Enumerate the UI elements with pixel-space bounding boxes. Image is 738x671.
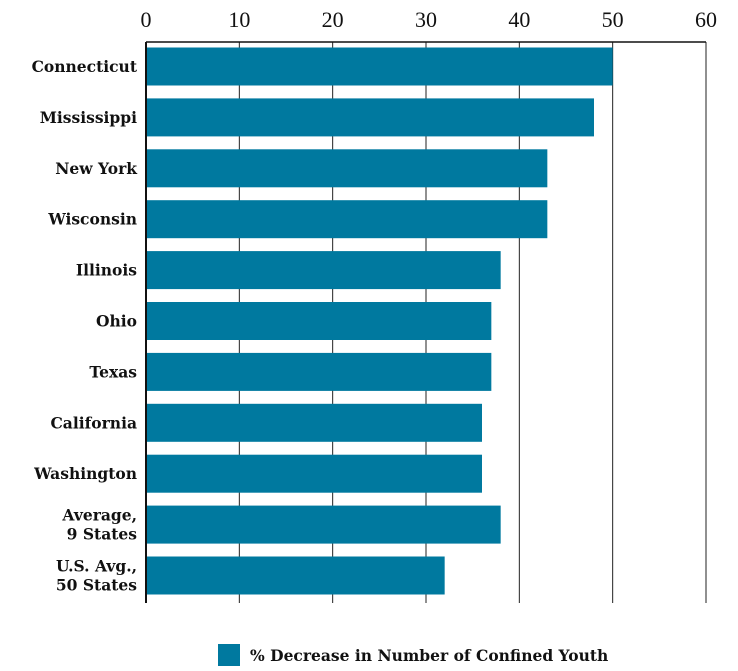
category-label-6: Texas [89, 362, 137, 381]
category-label-2: New York [55, 159, 137, 178]
bar-10 [147, 556, 445, 595]
category-label-4: Illinois [76, 261, 137, 280]
category-label-3: Wisconsin [47, 210, 137, 229]
bar-2 [147, 149, 548, 188]
bar-9 [147, 505, 501, 544]
x-tick-labels: 0 10 20 30 40 50 60 [141, 7, 718, 32]
category-label-1: Mississippi [40, 108, 137, 127]
legend-swatch [218, 644, 240, 666]
x-tick-label-20: 20 [322, 7, 344, 32]
category-label-5: Ohio [96, 312, 137, 331]
x-tick-label-50: 50 [602, 7, 624, 32]
bar-0 [147, 47, 613, 86]
bar-8 [147, 454, 482, 493]
legend: % Decrease in Number of Confined Youth [218, 644, 608, 666]
bar-6 [147, 352, 492, 391]
x-tick-label-0: 0 [141, 7, 152, 32]
x-tick-label-40: 40 [508, 7, 530, 32]
bar-1 [147, 98, 594, 137]
category-label-10: U.S. Avg., 50 States [56, 557, 137, 595]
bar-4 [147, 251, 501, 290]
category-label-7: California [50, 413, 137, 432]
bar-3 [147, 200, 548, 239]
bars [147, 47, 613, 595]
legend-label: % Decrease in Number of Confined Youth [250, 645, 609, 665]
x-tick-label-30: 30 [415, 7, 437, 32]
category-labels: Connecticut Mississippi New York Wisconsin I… [32, 57, 138, 595]
axes [145, 41, 706, 603]
category-label-8: Washington [33, 464, 137, 483]
bar-7 [147, 403, 482, 442]
category-label-9: Average, 9 States [61, 506, 137, 544]
x-tick-label-10: 10 [228, 7, 250, 32]
x-tick-label-60: 60 [695, 7, 717, 32]
category-label-0: Connecticut [32, 57, 138, 76]
bar-5 [147, 302, 492, 340]
